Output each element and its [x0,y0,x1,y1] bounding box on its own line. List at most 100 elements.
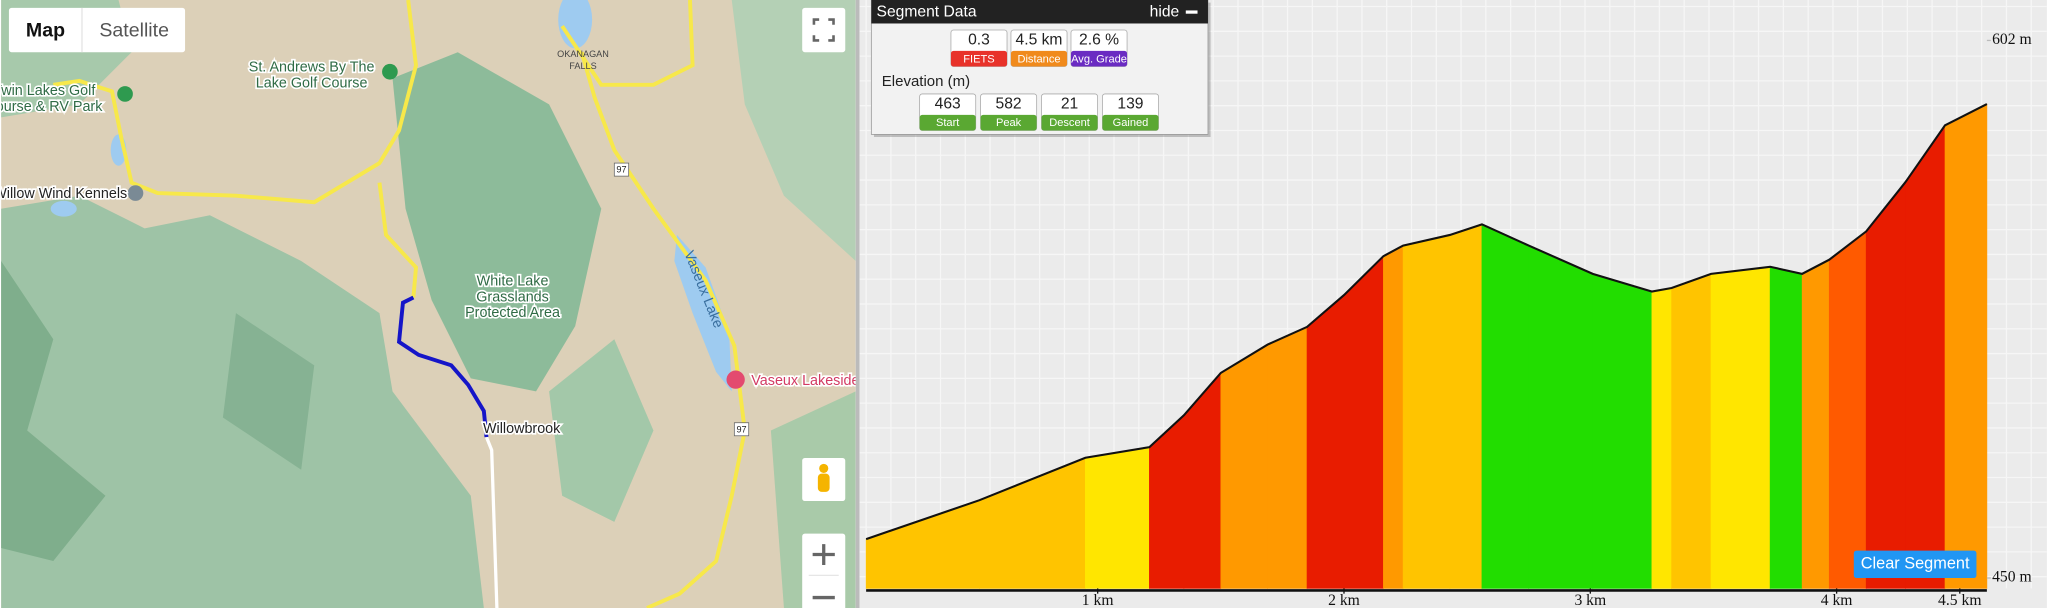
grade-band [1306,294,1345,589]
grade-band [1085,446,1150,589]
place-label: Course & RV Park [0,99,103,115]
stat-value: 463 [935,96,961,113]
place-label: OKANAGAN [557,49,609,59]
place-label: Willow Wind Kennels [0,186,127,202]
grade-band [1828,230,1867,589]
fullscreen-icon [812,18,835,42]
stat-label: Start [936,117,959,129]
road [52,0,418,205]
stat-tiles: 0.3 FIETS 4.5 km Distance 2.6 % Avg. Grade 463… [919,29,1159,131]
hide-button[interactable]: hide [1150,4,1180,21]
grade-band [1343,255,1384,589]
map-button[interactable]: Map [26,19,65,41]
panel-title: Segment Data [877,4,977,21]
place-label: Twin Lakes Golf [0,83,95,99]
y-tick-label: 450 m [1992,569,2032,586]
grade-band [1220,344,1268,589]
stat-label: Distance [1017,53,1060,65]
map-type-control [8,7,186,53]
terrain [549,339,654,522]
stat-tile-label-bg [1010,50,1068,67]
x-tick-label: 4 km [1821,592,1853,608]
highway-label: 97 [736,424,746,434]
place-pin [382,63,398,80]
place-label: Protected Area [465,305,560,321]
road [484,436,499,608]
stat-label: Gained [1113,117,1149,129]
stat-value: 0.3 [968,32,990,49]
place-pin [127,185,144,201]
place-pin [117,86,133,102]
stat-value: 139 [1117,96,1143,113]
elevation-title: Elevation (m) [882,73,970,90]
stat-value: 4.5 km [1016,32,1063,49]
grade-band [1383,245,1404,589]
place-label: Grasslands [476,289,549,305]
grade-band [1528,245,1594,589]
lake [50,200,77,217]
grade-band [1267,326,1308,589]
panel-header [871,0,1208,24]
grade-band [1710,266,1771,589]
stat-tile-label-bg [1041,114,1098,131]
fullscreen-button[interactable] [802,7,846,53]
grade-band [1402,234,1451,589]
road [560,0,695,87]
stat-label: Peak [996,117,1022,129]
grade-band [1651,287,1672,589]
stat-value: 2.6 % [1079,32,1119,49]
zoom-in-button[interactable] [812,544,835,565]
stat-label: Avg. Grade [1071,53,1127,65]
place-label: FALLS [569,61,596,71]
splitter[interactable] [855,0,860,608]
elevation-profile: 1 km 2 km 3 km 4 km 4.5 km 602 m 450 m [859,0,2047,608]
lake [674,234,732,392]
grade-band [1865,180,1906,589]
elevation-line [865,103,1988,541]
stat-label: Descent [1049,117,1090,129]
segment-panel: Segment Data hide Elevation (m) 0.3 FIETS… [870,0,1211,137]
stat-tile-label-bg [1102,114,1159,131]
grade-band [1801,259,1830,589]
y-tick-label: 602 m [1992,31,2032,48]
highway-shield [733,422,750,437]
place-label: Lake Golf Course [256,75,368,91]
route-segment [396,295,489,438]
stat-label: FIETS [963,53,994,65]
grade-band [1592,273,1653,589]
terrain [392,52,602,392]
terrain [222,313,315,470]
grade-band [1944,103,1988,589]
stat-tile-label-bg [980,114,1037,131]
x-tick-label: 1 km [1082,592,1114,608]
highway-shield [613,162,630,177]
x-tick-label: 4.5 km [1938,592,1981,608]
stat-value: 582 [996,96,1022,113]
grade-band [1769,266,1803,589]
place-pin [726,370,745,389]
stat-tile-label-bg [1070,50,1128,67]
x-tick-label: 2 km [1328,592,1360,608]
map[interactable]: Twin Lakes Golf Course & RV Park St. And… [0,0,860,608]
road [377,182,419,298]
place-label: Willowbrook [483,421,561,437]
road [579,51,747,608]
place-label: White Lake [477,274,549,290]
place-label: St. Andrews By The [249,60,375,76]
place-label: Vaseux Lakeside [751,373,859,389]
clear-segment-label[interactable]: Clear Segment [1861,555,1970,573]
grade-band [1905,124,1946,589]
terrain [731,0,856,261]
highway-label: 97 [616,165,626,175]
pegman-icon [817,473,830,492]
stat-tile-label-bg [950,50,1008,67]
grade-band [1481,223,1530,589]
grade-band [1671,273,1712,589]
clear-segment-button[interactable] [1853,550,1977,578]
hide-icon [1185,10,1198,14]
satellite-button[interactable]: Satellite [99,19,169,41]
x-tick-label: 3 km [1574,592,1606,608]
stat-tile-label-bg [919,114,976,131]
stat-value: 21 [1061,96,1078,113]
